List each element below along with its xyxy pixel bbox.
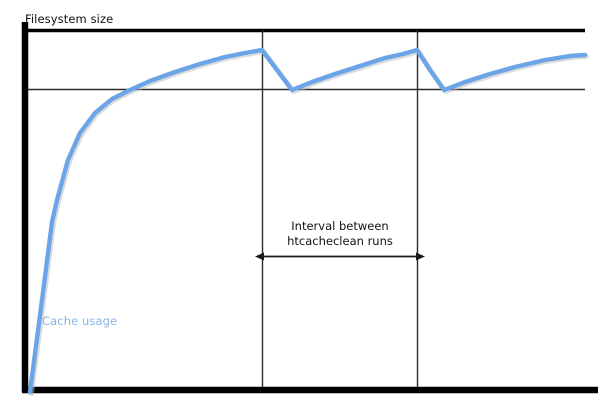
- interval-annotation: Interval between htcacheclean runs: [262, 219, 418, 249]
- interval-annotation-line-1: Interval between: [291, 219, 389, 233]
- cache-usage-series: [27, 47, 589, 396]
- cache-usage-label: Cache usage: [42, 314, 118, 328]
- cache-usage-line: [27, 47, 588, 395]
- filesystem-size-label: Filesystem size: [25, 12, 114, 26]
- interval-annotation-line-2: htcacheclean runs: [287, 234, 393, 248]
